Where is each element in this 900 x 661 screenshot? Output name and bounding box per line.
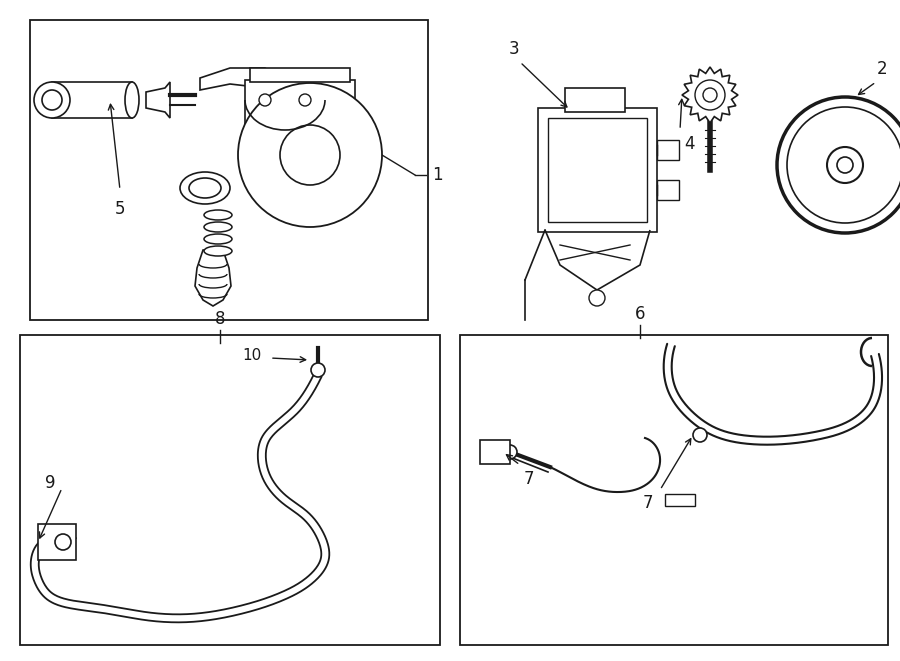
Text: 8: 8 <box>215 310 225 328</box>
Circle shape <box>311 363 325 377</box>
Ellipse shape <box>204 246 232 256</box>
Circle shape <box>299 94 311 106</box>
Polygon shape <box>146 82 170 118</box>
Text: 9: 9 <box>46 474 56 492</box>
Bar <box>565 88 625 112</box>
Bar <box>480 440 510 464</box>
Circle shape <box>827 147 863 183</box>
Ellipse shape <box>204 234 232 244</box>
FancyBboxPatch shape <box>538 108 657 232</box>
Text: 7: 7 <box>643 494 653 512</box>
Text: 2: 2 <box>877 60 887 78</box>
Circle shape <box>787 107 900 223</box>
Circle shape <box>503 445 517 459</box>
Ellipse shape <box>189 178 221 198</box>
Polygon shape <box>200 68 280 92</box>
Ellipse shape <box>204 222 232 232</box>
Text: 4: 4 <box>684 135 695 153</box>
Bar <box>665 494 695 506</box>
Circle shape <box>280 125 340 185</box>
Circle shape <box>34 82 70 118</box>
Circle shape <box>703 88 717 102</box>
Circle shape <box>695 80 725 110</box>
Circle shape <box>42 90 62 110</box>
Circle shape <box>693 428 707 442</box>
Bar <box>548 118 647 222</box>
Text: 10: 10 <box>243 348 262 364</box>
Text: 1: 1 <box>432 166 443 184</box>
Bar <box>657 140 679 160</box>
Polygon shape <box>195 250 231 306</box>
Polygon shape <box>682 67 738 123</box>
Circle shape <box>589 290 605 306</box>
Circle shape <box>238 83 382 227</box>
Circle shape <box>837 157 853 173</box>
Circle shape <box>55 534 71 550</box>
Circle shape <box>259 94 271 106</box>
Text: 6: 6 <box>634 305 645 323</box>
Bar <box>38 524 76 560</box>
Bar <box>460 335 888 645</box>
Ellipse shape <box>125 82 139 118</box>
Bar <box>20 335 440 645</box>
Text: 5: 5 <box>115 200 125 218</box>
Bar <box>52 82 132 118</box>
Text: 7: 7 <box>524 470 535 488</box>
Ellipse shape <box>180 172 230 204</box>
Ellipse shape <box>204 210 232 220</box>
Text: 3: 3 <box>508 40 519 58</box>
Circle shape <box>777 97 900 233</box>
Bar <box>657 180 679 200</box>
Bar <box>245 80 355 130</box>
Bar <box>250 68 350 82</box>
Bar <box>30 20 428 320</box>
